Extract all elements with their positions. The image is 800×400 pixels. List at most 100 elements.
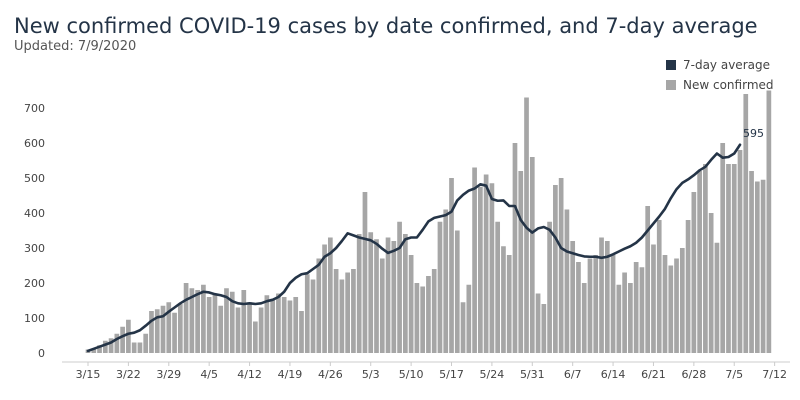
bar-new-confirmed [293, 297, 299, 353]
bar-new-confirmed [656, 220, 662, 353]
bar-new-confirmed [720, 143, 726, 353]
line-7-day-average [86, 143, 742, 353]
bar-new-confirmed [731, 164, 737, 353]
legend-swatch-average [666, 60, 676, 70]
y-tick-label: 200 [24, 277, 45, 290]
bar-new-confirmed [120, 326, 125, 353]
bar-new-confirmed [460, 302, 466, 353]
bar-new-confirmed [108, 338, 114, 353]
bar-new-confirmed [581, 283, 587, 353]
bar-new-confirmed [726, 164, 731, 353]
bar-new-confirmed [374, 239, 379, 353]
y-tick-label: 300 [24, 242, 45, 255]
bar-new-confirmed [628, 283, 633, 353]
legend-label-new-confirmed: New confirmed [683, 78, 774, 92]
bar-new-confirmed [339, 279, 345, 353]
bar-new-confirmed [749, 171, 754, 353]
bar-new-confirmed [154, 309, 160, 353]
bar-new-confirmed [172, 312, 177, 353]
bar-new-confirmed [362, 192, 368, 353]
bar-new-confirmed [368, 232, 374, 353]
bar-new-confirmed [91, 348, 97, 353]
bar-new-confirmed [212, 293, 218, 353]
bar-new-confirmed [645, 206, 651, 353]
bar-new-confirmed [114, 333, 120, 353]
bar-new-confirmed [276, 293, 281, 353]
bar-new-confirmed [379, 258, 385, 353]
bar-new-confirmed [195, 290, 200, 353]
bar-new-confirmed [553, 185, 558, 353]
x-tick-label: 5/24 [480, 368, 505, 381]
bar-new-confirmed [345, 272, 350, 353]
bar-new-confirmed [518, 171, 524, 353]
bar-new-confirmed [322, 244, 327, 353]
bar-new-confirmed [304, 274, 310, 353]
x-tick-label: 6/21 [641, 368, 666, 381]
bar-new-confirmed [610, 255, 616, 353]
bar-new-confirmed [97, 345, 102, 353]
x-tick-label: 4/5 [200, 368, 218, 381]
x-tick-label: 5/3 [362, 368, 380, 381]
x-tick-label: 6/28 [681, 368, 706, 381]
x-tick-label: 4/19 [278, 368, 303, 381]
bar-new-confirmed [270, 298, 275, 353]
x-tick-label: 5/10 [399, 368, 424, 381]
x-tick-label: 4/26 [318, 368, 343, 381]
bar-new-confirmed [535, 293, 541, 353]
bar-new-confirmed [478, 186, 483, 353]
bar-new-confirmed [587, 258, 593, 353]
bar-new-confirmed [662, 255, 668, 353]
bar-new-confirmed [414, 283, 420, 353]
x-tick-label: 5/31 [520, 368, 545, 381]
bar-new-confirmed [316, 258, 322, 353]
bar-new-confirmed [529, 157, 535, 353]
bar-new-confirmed [281, 297, 287, 353]
x-tick-label: 7/5 [725, 368, 743, 381]
bar-new-confirmed [397, 221, 402, 353]
bar-new-confirmed [102, 340, 108, 353]
x-tick-label: 5/17 [439, 368, 464, 381]
bar-new-confirmed [356, 234, 362, 353]
bar-new-confirmed [616, 284, 622, 353]
bar-new-confirmed [310, 279, 316, 353]
bar-new-confirmed [131, 342, 137, 353]
legend-item-7-day-average: 7-day average [666, 55, 774, 75]
chart-legend: 7-day average New confirmed [666, 55, 774, 95]
bar-new-confirmed [449, 178, 454, 353]
bar-new-confirmed [558, 178, 564, 353]
bar-new-confirmed [247, 302, 252, 353]
end-value-label: 595 [743, 127, 764, 140]
bar-new-confirmed [501, 246, 506, 353]
bar-new-confirmed [351, 269, 356, 353]
bar-new-confirmed [437, 221, 443, 353]
bar-new-confirmed [241, 290, 247, 353]
bar-new-confirmed [466, 284, 472, 353]
bar-new-confirmed [708, 213, 714, 353]
bar-new-confirmed [541, 304, 547, 353]
bar-new-confirmed [593, 255, 599, 353]
bar-new-confirmed [177, 304, 183, 353]
bar-new-confirmed [224, 288, 229, 353]
y-tick-label: 0 [38, 347, 45, 360]
x-tick-label: 3/22 [116, 368, 141, 381]
legend-swatch-new-confirmed [666, 80, 676, 90]
bar-new-confirmed [633, 262, 639, 353]
bar-new-confirmed [137, 342, 143, 353]
bar-new-confirmed [420, 286, 426, 353]
bar-new-confirmed [333, 269, 339, 353]
bar-new-confirmed [622, 272, 627, 353]
x-tick-label: 4/12 [237, 368, 262, 381]
x-tick-label: 6/7 [564, 368, 582, 381]
chart-subtitle: Updated: 7/9/2020 [14, 39, 137, 54]
bar-new-confirmed [737, 150, 743, 353]
chart-title: New confirmed COVID-19 cases by date con… [14, 14, 758, 38]
bar-new-confirmed [766, 90, 772, 353]
y-tick-label: 500 [24, 172, 45, 185]
x-tick-label: 6/14 [601, 368, 626, 381]
bar-new-confirmed [679, 248, 685, 353]
bar-new-confirmed [149, 311, 154, 353]
bar-new-confirmed [703, 164, 708, 353]
bar-new-confirmed [472, 167, 477, 353]
bar-new-confirmed [385, 237, 391, 353]
